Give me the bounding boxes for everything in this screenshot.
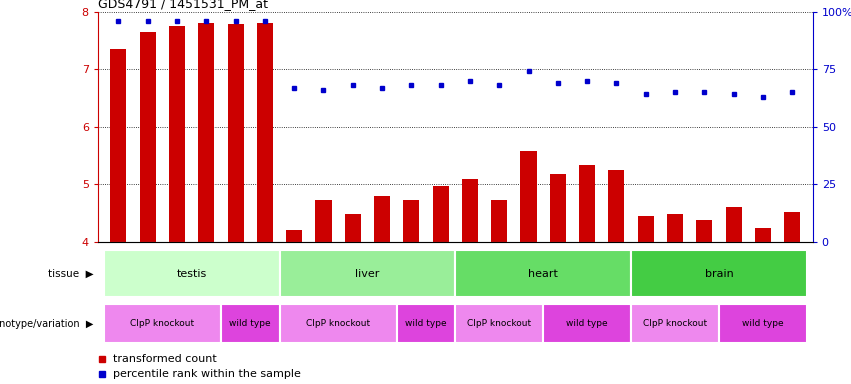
- Bar: [543, 304, 631, 343]
- Bar: [221, 304, 279, 343]
- Text: GDS4791 / 1451531_PM_at: GDS4791 / 1451531_PM_at: [98, 0, 268, 10]
- Bar: [579, 166, 595, 242]
- Text: tissue  ▶: tissue ▶: [48, 268, 94, 279]
- Text: wild type: wild type: [230, 319, 271, 328]
- Text: wild type: wild type: [566, 319, 608, 328]
- Bar: [279, 250, 455, 297]
- Bar: [111, 49, 127, 242]
- Bar: [608, 170, 625, 242]
- Text: heart: heart: [528, 268, 558, 279]
- Bar: [279, 304, 397, 343]
- Bar: [550, 174, 566, 242]
- Bar: [719, 304, 807, 343]
- Bar: [374, 196, 390, 242]
- Bar: [104, 304, 221, 343]
- Text: liver: liver: [355, 268, 380, 279]
- Bar: [198, 23, 214, 242]
- Bar: [631, 250, 807, 297]
- Text: genotype/variation  ▶: genotype/variation ▶: [0, 318, 94, 329]
- Bar: [168, 26, 185, 242]
- Bar: [104, 250, 279, 297]
- Bar: [491, 200, 507, 242]
- Bar: [286, 230, 302, 242]
- Text: wild type: wild type: [405, 319, 447, 328]
- Text: ClpP knockout: ClpP knockout: [306, 319, 370, 328]
- Text: wild type: wild type: [742, 319, 784, 328]
- Bar: [637, 216, 654, 242]
- Bar: [631, 304, 719, 343]
- Bar: [316, 200, 332, 242]
- Bar: [257, 23, 273, 242]
- Text: ClpP knockout: ClpP knockout: [130, 319, 194, 328]
- Bar: [755, 227, 771, 242]
- Text: percentile rank within the sample: percentile rank within the sample: [113, 369, 301, 379]
- Bar: [726, 207, 742, 242]
- Text: brain: brain: [705, 268, 734, 279]
- Bar: [455, 250, 631, 297]
- Text: testis: testis: [176, 268, 207, 279]
- Bar: [227, 24, 243, 242]
- Bar: [432, 186, 448, 242]
- Text: ClpP knockout: ClpP knockout: [643, 319, 707, 328]
- Text: ClpP knockout: ClpP knockout: [467, 319, 531, 328]
- Bar: [403, 200, 420, 242]
- Bar: [140, 31, 156, 242]
- Bar: [696, 220, 712, 242]
- Bar: [455, 304, 543, 343]
- Bar: [397, 304, 455, 343]
- Bar: [784, 212, 800, 242]
- Bar: [667, 214, 683, 242]
- Bar: [521, 151, 537, 242]
- Text: transformed count: transformed count: [113, 354, 217, 364]
- Bar: [462, 179, 478, 242]
- Bar: [345, 214, 361, 242]
